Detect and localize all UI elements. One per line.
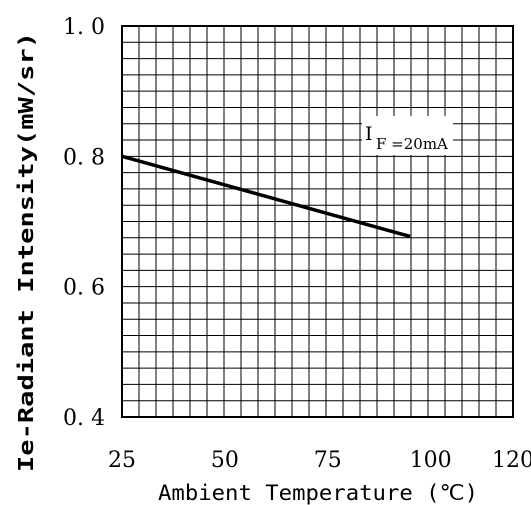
x-tick-label: 120 bbox=[492, 448, 531, 473]
y-tick-label: 0. 4 bbox=[63, 406, 105, 431]
x-tick-label: 75 bbox=[314, 448, 342, 473]
series-line bbox=[121, 154, 411, 239]
x-tick-labels: 25 50 75 100 120 bbox=[108, 448, 531, 473]
y-axis-label: Ie-Radiant Intensity(mW/sr) bbox=[14, 32, 38, 472]
y-tick-label: 1. 0 bbox=[63, 15, 105, 40]
annotation-box bbox=[362, 116, 453, 155]
plot-frame bbox=[121, 25, 514, 418]
annotation-subscript: F =20mA bbox=[376, 135, 448, 153]
grid bbox=[122, 26, 513, 417]
x-tick-label: 50 bbox=[211, 448, 239, 473]
x-tick-label: 100 bbox=[410, 448, 452, 473]
x-axis-label: Ambient Temperature (℃) bbox=[158, 481, 478, 505]
y-tick-label: 0. 6 bbox=[63, 276, 105, 301]
y-tick-labels: 0. 4 0. 6 0. 8 1. 0 bbox=[63, 15, 105, 431]
series-layer bbox=[121, 154, 411, 239]
annotation-label: I bbox=[365, 123, 373, 145]
x-tick-label: 25 bbox=[108, 448, 136, 473]
y-tick-label: 0. 8 bbox=[63, 145, 105, 170]
